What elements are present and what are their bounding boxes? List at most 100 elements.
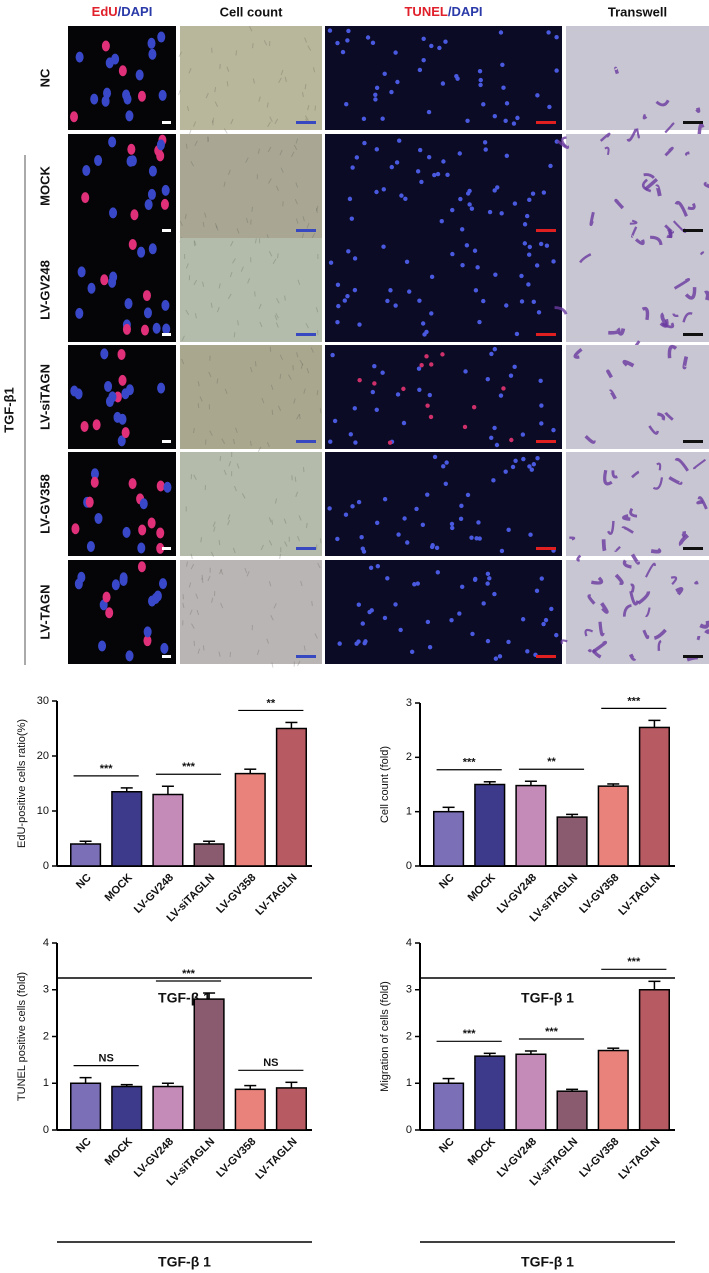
- cell-texture: [188, 68, 192, 74]
- nucleus: [85, 496, 94, 508]
- nucleus: [427, 392, 433, 398]
- nucleus: [420, 522, 426, 527]
- migrated-cell: [628, 653, 637, 661]
- nucleus: [143, 635, 152, 647]
- nucleus: [425, 403, 430, 408]
- migrated-cell: [704, 629, 709, 635]
- nucleus: [346, 249, 351, 254]
- cell-texture: [274, 498, 278, 504]
- nucleus: [485, 376, 490, 382]
- bar: [474, 783, 506, 867]
- nucleus: [335, 320, 340, 325]
- cell-texture: [204, 212, 207, 218]
- scale-bar: [296, 547, 316, 550]
- nucleus: [457, 611, 462, 616]
- cell-texture: [268, 517, 272, 523]
- nucleus: [473, 288, 479, 293]
- nucleus: [389, 164, 394, 170]
- migrated-cell: [678, 533, 690, 547]
- nucleus: [525, 649, 530, 654]
- nucleus: [387, 440, 393, 445]
- migrated-cell: [668, 230, 673, 239]
- cell-texture: [202, 221, 205, 228]
- nucleus: [465, 118, 470, 123]
- nucleus: [527, 244, 532, 250]
- nucleus: [402, 516, 407, 521]
- nucleus: [373, 92, 378, 97]
- x-tick-label: LV-TAGLN: [616, 1136, 662, 1182]
- nucleus: [494, 442, 500, 448]
- nucleus: [426, 109, 432, 115]
- y-axis-label: TUNEL positive cells (fold): [16, 972, 28, 1101]
- cell-texture: [207, 575, 211, 582]
- x-tick-label: NC: [74, 1136, 94, 1156]
- cells: [178, 26, 317, 135]
- migrated-cell: [648, 425, 659, 435]
- nucleus: [534, 588, 540, 594]
- nucleus: [464, 243, 470, 248]
- migrated-cell: [697, 496, 708, 510]
- nucleus: [428, 414, 434, 420]
- nucleus: [512, 364, 517, 370]
- cell-texture: [218, 651, 221, 657]
- cell-texture: [279, 149, 283, 156]
- nucleus: [489, 351, 494, 357]
- bar: [234, 772, 266, 867]
- cell-texture: [184, 213, 187, 219]
- nucleus: [403, 196, 408, 202]
- cell-texture: [304, 37, 307, 43]
- nucleus: [437, 45, 442, 51]
- nucleus: [82, 164, 91, 176]
- nucleus: [544, 243, 550, 248]
- cell-texture: [294, 476, 297, 482]
- scale-bar: [296, 229, 316, 232]
- nucleus: [119, 572, 128, 584]
- nucleus: [142, 290, 151, 302]
- migrated-cell: [664, 122, 675, 134]
- migrated-cell: [642, 629, 650, 640]
- scale-bar: [683, 440, 703, 443]
- nucleus: [125, 110, 134, 122]
- nucleus: [156, 150, 165, 162]
- cell-texture: [226, 81, 229, 87]
- micrograph: [180, 134, 322, 238]
- cell-texture: [272, 258, 277, 265]
- cell-texture: [311, 600, 313, 607]
- migrated-cell: [687, 202, 696, 211]
- migrated-cell: [606, 369, 613, 379]
- column-header: EdU/DAPI: [92, 4, 153, 19]
- nucleus: [487, 209, 493, 215]
- cell-texture: [261, 397, 265, 404]
- cell-texture: [316, 207, 318, 214]
- nucleus: [429, 43, 434, 49]
- cell-texture: [245, 217, 249, 224]
- column-header: Transwell: [608, 4, 667, 19]
- x-tick-label: MOCK: [103, 872, 135, 904]
- cell-texture: [298, 515, 302, 521]
- cell-texture: [196, 609, 200, 616]
- cell-texture: [266, 638, 270, 644]
- bar: [638, 989, 670, 1131]
- nucleus: [356, 499, 362, 505]
- cell-texture: [288, 374, 292, 380]
- nucleus: [370, 389, 376, 395]
- nucleus: [117, 435, 126, 447]
- nucleus: [407, 289, 412, 294]
- cell-texture: [214, 86, 217, 93]
- migrated-cell: [657, 639, 662, 652]
- cell-texture: [303, 388, 306, 394]
- nucleus: [362, 140, 367, 146]
- migrated-cell: [682, 312, 693, 323]
- cell-texture: [314, 633, 318, 639]
- nucleus: [388, 288, 393, 293]
- row-label: NC: [37, 68, 52, 87]
- migrated-cell: [684, 151, 690, 157]
- nucleus: [538, 241, 544, 247]
- nucleus: [429, 362, 434, 367]
- nucleus: [395, 392, 401, 397]
- cell-texture: [310, 347, 314, 353]
- nucleus: [432, 172, 437, 178]
- cell-texture: [224, 388, 228, 395]
- nucleus: [401, 386, 406, 392]
